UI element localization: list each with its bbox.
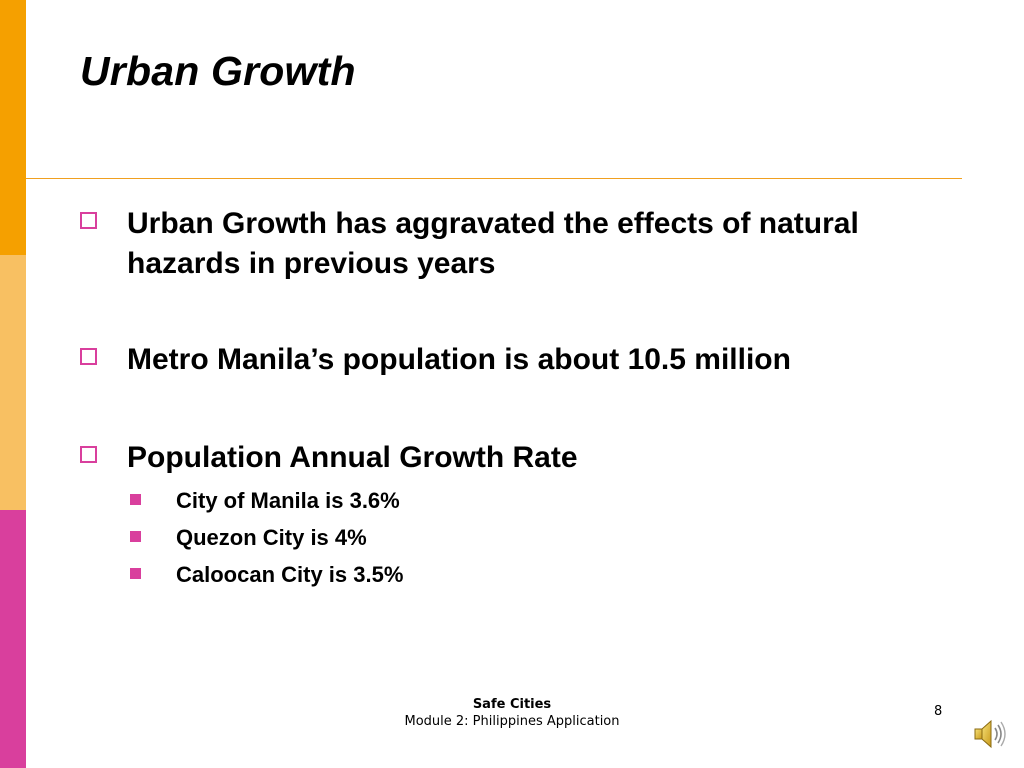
sub-bullet-text: City of Manila is 3.6% bbox=[176, 488, 400, 513]
left-accent-bar bbox=[0, 0, 26, 768]
bullet-text: Population Annual Growth Rate bbox=[127, 441, 578, 474]
bullet-text: Urban Growth has aggravated the effects … bbox=[127, 207, 859, 280]
speaker-icon[interactable] bbox=[970, 714, 1010, 754]
bullet-item: Urban Growth has aggravated the effects … bbox=[80, 204, 960, 284]
page-number: 8 bbox=[934, 704, 943, 719]
bullet-item: Metro Manila’s population is about 10.5 … bbox=[80, 340, 960, 380]
sub-bullet-item: Caloocan City is 3.5% bbox=[80, 556, 880, 593]
slide-footer: Safe Cities Module 2: Philippines Applic… bbox=[360, 697, 664, 731]
sub-bullet-text: Quezon City is 4% bbox=[176, 525, 367, 550]
slide-title: Urban Growth bbox=[80, 48, 356, 94]
hollow-square-icon bbox=[80, 446, 97, 463]
bullet-text: Metro Manila’s population is about 10.5 … bbox=[127, 343, 791, 376]
sub-bullet-list: City of Manila is 3.6% Quezon City is 4%… bbox=[80, 482, 880, 593]
sub-bullet-text: Caloocan City is 3.5% bbox=[176, 562, 404, 587]
speaker-icon-graphic bbox=[974, 719, 1006, 749]
footer-subtitle: Module 2: Philippines Application bbox=[404, 714, 620, 729]
hollow-square-icon bbox=[80, 212, 97, 229]
footer-title: Safe Cities bbox=[472, 697, 552, 712]
accent-bar-orange bbox=[0, 0, 26, 255]
filled-square-icon bbox=[130, 568, 141, 579]
accent-bar-light-orange bbox=[0, 255, 26, 510]
sub-bullet-item: City of Manila is 3.6% bbox=[80, 482, 880, 519]
slide-body: Urban Growth has aggravated the effects … bbox=[80, 204, 960, 478]
bullet-item: Population Annual Growth Rate bbox=[80, 438, 960, 478]
sub-bullet-item: Quezon City is 4% bbox=[80, 519, 880, 556]
filled-square-icon bbox=[130, 531, 141, 542]
accent-bar-magenta bbox=[0, 510, 26, 768]
filled-square-icon bbox=[130, 494, 141, 505]
title-divider bbox=[26, 178, 962, 179]
hollow-square-icon bbox=[80, 348, 97, 365]
